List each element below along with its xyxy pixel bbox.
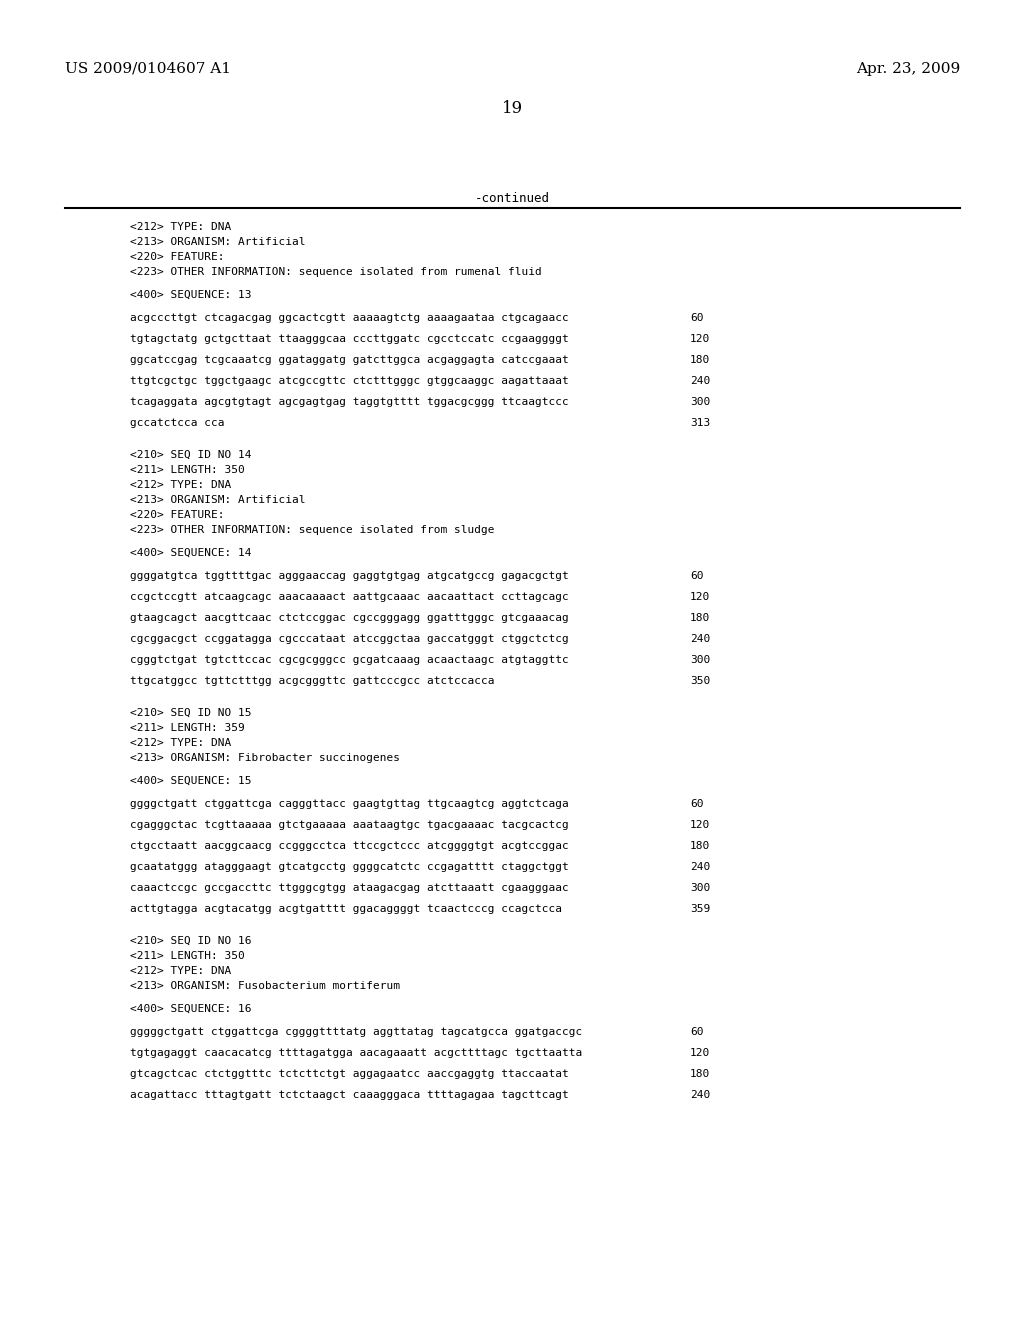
Text: 60: 60 [690, 313, 703, 323]
Text: ttgtcgctgc tggctgaagc atcgccgttc ctctttgggc gtggcaaggc aagattaaat: ttgtcgctgc tggctgaagc atcgccgttc ctctttg… [130, 376, 568, 385]
Text: 313: 313 [690, 418, 711, 428]
Text: acgcccttgt ctcagacgag ggcactcgtt aaaaagtctg aaaagaataa ctgcagaacc: acgcccttgt ctcagacgag ggcactcgtt aaaaagt… [130, 313, 568, 323]
Text: <220> FEATURE:: <220> FEATURE: [130, 252, 224, 261]
Text: <212> TYPE: DNA: <212> TYPE: DNA [130, 222, 231, 232]
Text: <210> SEQ ID NO 15: <210> SEQ ID NO 15 [130, 708, 252, 718]
Text: -continued: -continued [474, 191, 550, 205]
Text: <213> ORGANISM: Fusobacterium mortiferum: <213> ORGANISM: Fusobacterium mortiferum [130, 981, 400, 991]
Text: ggggatgtca tggttttgac agggaaccag gaggtgtgag atgcatgccg gagacgctgt: ggggatgtca tggttttgac agggaaccag gaggtgt… [130, 572, 568, 581]
Text: ttgcatggcc tgttctttgg acgcgggttc gattcccgcc atctccacca: ttgcatggcc tgttctttgg acgcgggttc gattccc… [130, 676, 495, 686]
Text: cgagggctac tcgttaaaaa gtctgaaaaa aaataagtgc tgacgaaaac tacgcactcg: cgagggctac tcgttaaaaa gtctgaaaaa aaataag… [130, 820, 568, 830]
Text: acttgtagga acgtacatgg acgtgatttt ggacaggggt tcaactcccg ccagctcca: acttgtagga acgtacatgg acgtgatttt ggacagg… [130, 904, 562, 913]
Text: 359: 359 [690, 904, 711, 913]
Text: <212> TYPE: DNA: <212> TYPE: DNA [130, 738, 231, 748]
Text: <213> ORGANISM: Artificial: <213> ORGANISM: Artificial [130, 495, 305, 506]
Text: ggcatccgag tcgcaaatcg ggataggatg gatcttggca acgaggagta catccgaaat: ggcatccgag tcgcaaatcg ggataggatg gatcttg… [130, 355, 568, 366]
Text: ggggctgatt ctggattcga cagggttacc gaagtgttag ttgcaagtcg aggtctcaga: ggggctgatt ctggattcga cagggttacc gaagtgt… [130, 799, 568, 809]
Text: tgtgagaggt caacacatcg ttttagatgga aacagaaatt acgcttttagc tgcttaatta: tgtgagaggt caacacatcg ttttagatgga aacaga… [130, 1048, 583, 1059]
Text: 300: 300 [690, 883, 711, 894]
Text: cgggtctgat tgtcttccac cgcgcgggcc gcgatcaaag acaactaagc atgtaggttc: cgggtctgat tgtcttccac cgcgcgggcc gcgatca… [130, 655, 568, 665]
Text: 300: 300 [690, 397, 711, 407]
Text: <213> ORGANISM: Artificial: <213> ORGANISM: Artificial [130, 238, 305, 247]
Text: caaactccgc gccgaccttc ttgggcgtgg ataagacgag atcttaaatt cgaagggaac: caaactccgc gccgaccttc ttgggcgtgg ataagac… [130, 883, 568, 894]
Text: 240: 240 [690, 862, 711, 873]
Text: 120: 120 [690, 1048, 711, 1059]
Text: ctgcctaatt aacggcaacg ccgggcctca ttccgctccc atcggggtgt acgtccggac: ctgcctaatt aacggcaacg ccgggcctca ttccgct… [130, 841, 568, 851]
Text: <400> SEQUENCE: 15: <400> SEQUENCE: 15 [130, 776, 252, 785]
Text: <210> SEQ ID NO 16: <210> SEQ ID NO 16 [130, 936, 252, 946]
Text: gtcagctcac ctctggtttc tctcttctgt aggagaatcc aaccgaggtg ttaccaatat: gtcagctcac ctctggtttc tctcttctgt aggagaa… [130, 1069, 568, 1078]
Text: 180: 180 [690, 612, 711, 623]
Text: 19: 19 [502, 100, 522, 117]
Text: 240: 240 [690, 1090, 711, 1100]
Text: 60: 60 [690, 799, 703, 809]
Text: <223> OTHER INFORMATION: sequence isolated from rumenal fluid: <223> OTHER INFORMATION: sequence isolat… [130, 267, 542, 277]
Text: gggggctgatt ctggattcga cggggttttatg aggttatag tagcatgcca ggatgaccgc: gggggctgatt ctggattcga cggggttttatg aggt… [130, 1027, 583, 1038]
Text: 300: 300 [690, 655, 711, 665]
Text: cgcggacgct ccggatagga cgcccataat atccggctaa gaccatgggt ctggctctcg: cgcggacgct ccggatagga cgcccataat atccggc… [130, 634, 568, 644]
Text: 180: 180 [690, 841, 711, 851]
Text: ccgctccgtt atcaagcagc aaacaaaact aattgcaaac aacaattact ccttagcagc: ccgctccgtt atcaagcagc aaacaaaact aattgca… [130, 591, 568, 602]
Text: <212> TYPE: DNA: <212> TYPE: DNA [130, 966, 231, 975]
Text: <211> LENGTH: 350: <211> LENGTH: 350 [130, 465, 245, 475]
Text: 120: 120 [690, 820, 711, 830]
Text: 60: 60 [690, 572, 703, 581]
Text: gcaatatggg atagggaagt gtcatgcctg ggggcatctc ccgagatttt ctaggctggt: gcaatatggg atagggaagt gtcatgcctg ggggcat… [130, 862, 568, 873]
Text: <400> SEQUENCE: 16: <400> SEQUENCE: 16 [130, 1005, 252, 1014]
Text: tcagaggata agcgtgtagt agcgagtgag taggtgtttt tggacgcggg ttcaagtccc: tcagaggata agcgtgtagt agcgagtgag taggtgt… [130, 397, 568, 407]
Text: <223> OTHER INFORMATION: sequence isolated from sludge: <223> OTHER INFORMATION: sequence isolat… [130, 525, 495, 535]
Text: 120: 120 [690, 591, 711, 602]
Text: <400> SEQUENCE: 14: <400> SEQUENCE: 14 [130, 548, 252, 558]
Text: gtaagcagct aacgttcaac ctctccggac cgccgggagg ggatttgggc gtcgaaacag: gtaagcagct aacgttcaac ctctccggac cgccggg… [130, 612, 568, 623]
Text: US 2009/0104607 A1: US 2009/0104607 A1 [65, 62, 231, 77]
Text: <210> SEQ ID NO 14: <210> SEQ ID NO 14 [130, 450, 252, 459]
Text: 350: 350 [690, 676, 711, 686]
Text: Apr. 23, 2009: Apr. 23, 2009 [856, 62, 961, 77]
Text: 180: 180 [690, 355, 711, 366]
Text: <212> TYPE: DNA: <212> TYPE: DNA [130, 480, 231, 490]
Text: <211> LENGTH: 350: <211> LENGTH: 350 [130, 950, 245, 961]
Text: 240: 240 [690, 634, 711, 644]
Text: <400> SEQUENCE: 13: <400> SEQUENCE: 13 [130, 290, 252, 300]
Text: 240: 240 [690, 376, 711, 385]
Text: gccatctcca cca: gccatctcca cca [130, 418, 224, 428]
Text: <213> ORGANISM: Fibrobacter succinogenes: <213> ORGANISM: Fibrobacter succinogenes [130, 752, 400, 763]
Text: 120: 120 [690, 334, 711, 345]
Text: 60: 60 [690, 1027, 703, 1038]
Text: <211> LENGTH: 359: <211> LENGTH: 359 [130, 723, 245, 733]
Text: tgtagctatg gctgcttaat ttaagggcaa cccttggatc cgcctccatc ccgaaggggt: tgtagctatg gctgcttaat ttaagggcaa cccttgg… [130, 334, 568, 345]
Text: <220> FEATURE:: <220> FEATURE: [130, 510, 224, 520]
Text: 180: 180 [690, 1069, 711, 1078]
Text: acagattacc tttagtgatt tctctaagct caaagggaca ttttagagaa tagcttcagt: acagattacc tttagtgatt tctctaagct caaaggg… [130, 1090, 568, 1100]
